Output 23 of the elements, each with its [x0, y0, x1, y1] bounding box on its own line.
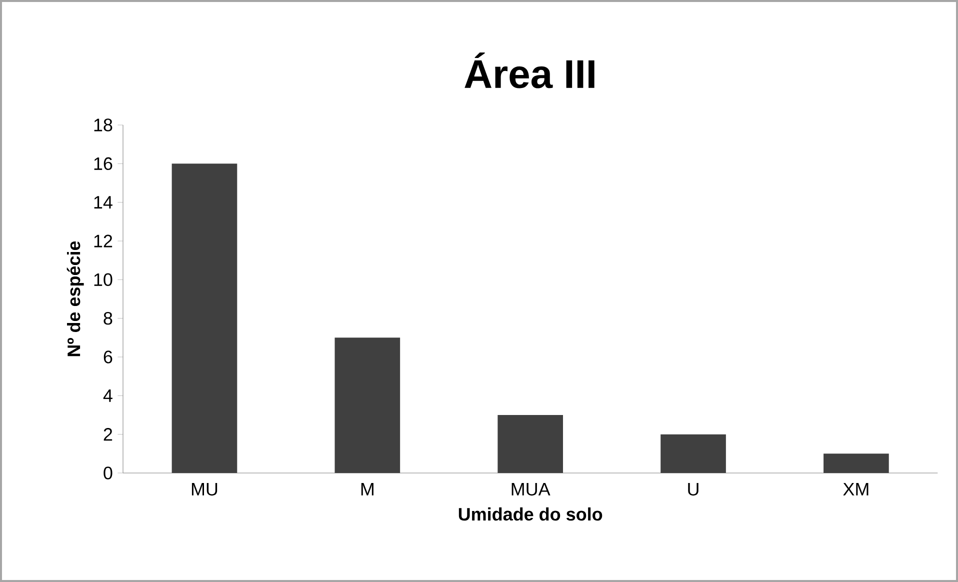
y-axis-title: Nº de espécie [66, 241, 84, 356]
y-tick-label: 6 [104, 350, 112, 364]
y-tick-label: 2 [104, 428, 112, 441]
bar [172, 164, 238, 473]
x-axis-title: Umidade do solo [458, 507, 602, 521]
chart-title: Área III [464, 52, 594, 88]
y-tick-label: 18 [94, 118, 112, 132]
bar [660, 434, 726, 473]
y-tick-label: 4 [103, 389, 112, 402]
x-tick-label: M [361, 483, 374, 496]
x-tick-label: MUA [512, 483, 550, 496]
y-tick-label: 8 [104, 312, 112, 325]
y-tick-label: 16 [94, 157, 112, 170]
y-tick-label: 14 [94, 196, 112, 209]
y-tick-label: 0 [104, 466, 112, 480]
x-tick-label: XM [843, 483, 868, 496]
x-tick-label: MU [192, 483, 218, 496]
y-tick-label: 10 [94, 273, 112, 286]
x-tick-label: U [688, 483, 698, 496]
y-tick-label: 12 [94, 234, 112, 248]
bar [498, 414, 563, 473]
bar [824, 454, 889, 473]
bar [334, 338, 400, 473]
